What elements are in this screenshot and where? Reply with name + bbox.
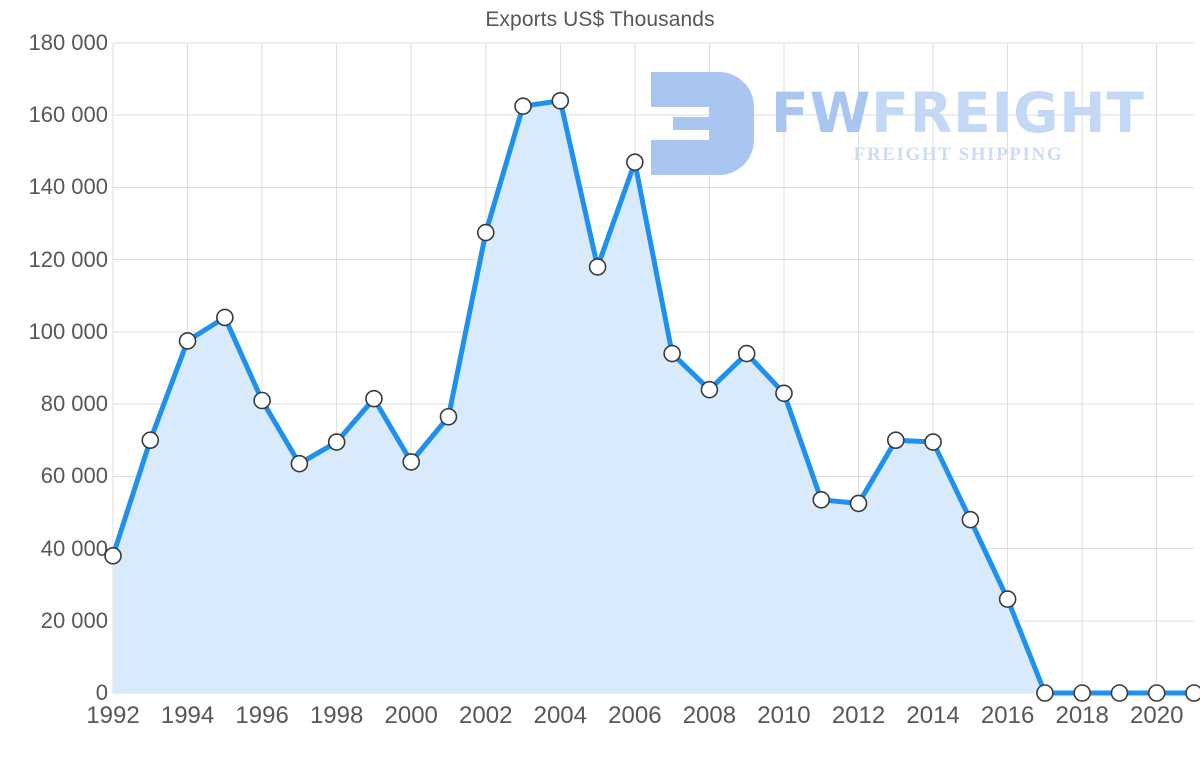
- x-axis-tick-label: 1994: [160, 702, 215, 729]
- data-point-marker[interactable]: 1995: 104000: [216, 308, 234, 327]
- data-point-marker[interactable]: 2008: 84000: [700, 380, 719, 399]
- chart-title: Exports US$ Thousands: [485, 8, 715, 31]
- data-point-marker[interactable]: 2006: 147000: [626, 153, 644, 171]
- x-axis-tick-label: 1992: [86, 702, 140, 729]
- x-axis-tick-label: 2016: [980, 702, 1035, 729]
- data-point-marker[interactable]: 2000: 64000: [402, 453, 421, 471]
- data-point-marker[interactable]: 2009: 94000: [737, 344, 756, 363]
- data-point-marker[interactable]: 2010: 83000: [775, 384, 793, 403]
- data-series-layer: 1992: 38000 1993: 70000 1994: 97500 1995: 1…: [104, 43, 1200, 702]
- data-point-marker[interactable]: 2020: 0: [1147, 684, 1166, 702]
- y-axis-tick-label: 20 000: [40, 607, 108, 633]
- data-point-marker[interactable]: 2002: 127500: [476, 223, 495, 242]
- data-point-marker[interactable]: 2018: 0: [1073, 684, 1091, 702]
- data-point-marker[interactable]: 2012: 52500: [849, 494, 868, 513]
- y-axis-tick-label: 60 000: [40, 463, 108, 489]
- data-point-marker[interactable]: 2013: 70000: [886, 431, 905, 450]
- series-svg: 1992: 38000 1993: 70000 1994: 97500 1995: 1…: [104, 91, 1200, 702]
- y-axis-tick-label: 0: [95, 680, 108, 705]
- data-point-marker[interactable]: 1996: 81000: [253, 391, 271, 410]
- x-axis-tick-label: 2004: [533, 702, 587, 729]
- x-axis-tick-label: 2014: [906, 702, 960, 729]
- data-point-marker[interactable]: 1998: 69500: [327, 433, 346, 451]
- data-point-marker[interactable]: 2019: 0: [1110, 684, 1129, 702]
- x-axis-tick-label: 1996: [235, 702, 289, 729]
- y-axis-tick-label: 80 000: [40, 391, 108, 417]
- data-point-marker[interactable]: 1994: 97500: [178, 332, 197, 350]
- data-point-marker[interactable]: 1992: 38000: [104, 546, 122, 565]
- data-point-marker[interactable]: 1997: 63500: [290, 454, 309, 473]
- data-point-marker[interactable]: 2015: 48000: [961, 510, 980, 529]
- x-axis-tick-label: 2010: [757, 702, 811, 729]
- series-line: [110, 98, 1197, 696]
- x-axis-tick-label: 2008: [682, 702, 737, 729]
- data-point-marker[interactable]: 2003: 162500: [514, 97, 532, 115]
- x-axis-tick-label: 2002: [459, 702, 513, 729]
- y-axis-tick-label: 100 000: [28, 318, 108, 344]
- data-point-marker[interactable]: 2021: 0: [1185, 684, 1200, 702]
- y-axis-tick-label: 140 000: [28, 174, 108, 200]
- x-axis-tick-label: 2000: [384, 702, 438, 729]
- data-point-marker[interactable]: 2011: 53500: [812, 491, 831, 509]
- data-point-marker[interactable]: 1993: 70000: [141, 431, 160, 450]
- y-axis-tick-label: 180 000: [28, 30, 108, 55]
- data-point-marker[interactable]: 2005: 118000: [588, 258, 607, 276]
- y-axis-tick-label: 160 000: [28, 102, 108, 128]
- data-point-marker[interactable]: 2001: 76500: [439, 407, 458, 426]
- y-axis-tick-label: 120 000: [28, 246, 108, 272]
- y-axis-tick-label: 40 000: [40, 535, 108, 561]
- x-axis-tick-label: 2020: [1130, 702, 1184, 729]
- plot-area: FWFREIGHT FREIGHT SHIPPING 1992: 3800019…: [104, 42, 1200, 702]
- x-axis-tick-label: 2006: [608, 702, 662, 729]
- data-point-marker[interactable]: 2007: 94000: [663, 344, 681, 363]
- data-point-marker[interactable]: 2017: 0: [1036, 684, 1054, 702]
- area-fill: [113, 100, 1194, 693]
- data-point-markers: 1992: 38000 1993: 70000 1994: 97500 1995: 1…: [104, 91, 1200, 702]
- x-axis-tick-label: 2012: [831, 702, 886, 729]
- data-point-marker[interactable]: 1999: 81500: [365, 389, 383, 408]
- data-point-marker[interactable]: 2014: 69500: [924, 433, 942, 451]
- data-point-marker[interactable]: 2016: 26000: [998, 590, 1017, 608]
- x-axis-tick-label: 1998: [309, 702, 364, 729]
- x-axis-tick-label: 2018: [1055, 702, 1109, 729]
- data-point-marker[interactable]: 2004: 164000: [551, 91, 570, 110]
